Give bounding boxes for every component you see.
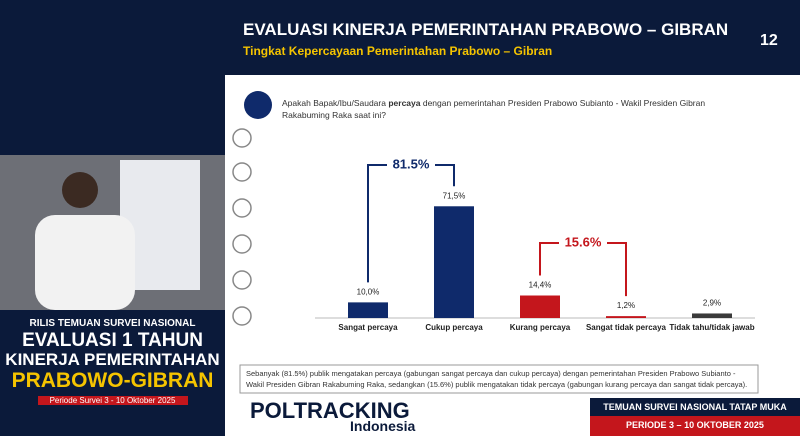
value-label: 14,4%	[529, 281, 552, 290]
value-label: 1,2%	[617, 301, 635, 310]
question-text: dengan pemerintahan Presiden Prabowo Sub…	[282, 98, 706, 120]
annotation: 81.5%	[393, 156, 430, 171]
category-label: Sangat tidak percaya	[586, 323, 667, 332]
bar	[606, 316, 646, 318]
category-label: Sangat percaya	[338, 323, 398, 332]
broadcast-line: KINERJA PEMERINTAHAN	[5, 350, 220, 369]
value-label: 71,5%	[443, 191, 466, 200]
value-label: 10,0%	[357, 287, 380, 296]
question-icon	[244, 91, 272, 119]
banner-period: PERIODE 3 – 10 OKTOBER 2025	[626, 420, 764, 430]
slide-subtitle: Tingkat Kepercayaan Pemerintahan Prabowo…	[243, 44, 553, 58]
presenter-body	[35, 215, 135, 310]
broadcast-text: RILIS TEMUAN SURVEI NASIONAL EVALUASI 1 …	[0, 318, 225, 405]
side-toolbar	[232, 128, 252, 326]
note-box	[239, 364, 759, 394]
category-label: Kurang percaya	[510, 323, 571, 332]
annotation: 15.6%	[565, 234, 602, 249]
question-text: Apakah Bapak/Ibu/Saudara	[282, 98, 389, 108]
slide-title: EVALUASI KINERJA PEMERINTAHAN PRABOWO – …	[243, 20, 729, 39]
slide-body	[225, 75, 800, 436]
banner-period-bg	[590, 416, 800, 436]
bar	[434, 206, 474, 318]
category-label: Tidak tahu/tidak jawab	[669, 323, 754, 332]
broadcast-line: PRABOWO-GIBRAN	[11, 369, 214, 392]
bar	[520, 295, 560, 318]
logo-sub: Indonesia	[350, 418, 416, 434]
bar	[348, 302, 388, 318]
logo: POLTRACKING	[250, 398, 410, 423]
category-label: Cukup percaya	[425, 323, 483, 332]
annotation-bg	[387, 155, 435, 175]
bar	[692, 313, 732, 318]
question: Apakah Bapak/Ibu/Saudara percaya dengan …	[282, 97, 752, 121]
page-number: 12	[760, 32, 778, 49]
annotation-bg	[559, 233, 607, 253]
question-text: percaya	[388, 98, 421, 108]
presenter-head	[62, 172, 98, 208]
broadcast-title: RILIS TEMUAN SURVEI NASIONAL	[29, 318, 196, 329]
value-label: 2,9%	[703, 299, 721, 308]
broadcast-period: Periode Survei 3 - 10 Oktober 2025	[37, 396, 188, 405]
banner-text: TEMUAN SURVEI NASIONAL TATAP MUKA	[603, 402, 787, 412]
note: Sebanyak (81.5%) publik mengatakan perca…	[246, 369, 748, 389]
broadcast-line: EVALUASI 1 TAHUN	[22, 330, 203, 351]
slide-header	[225, 0, 800, 75]
